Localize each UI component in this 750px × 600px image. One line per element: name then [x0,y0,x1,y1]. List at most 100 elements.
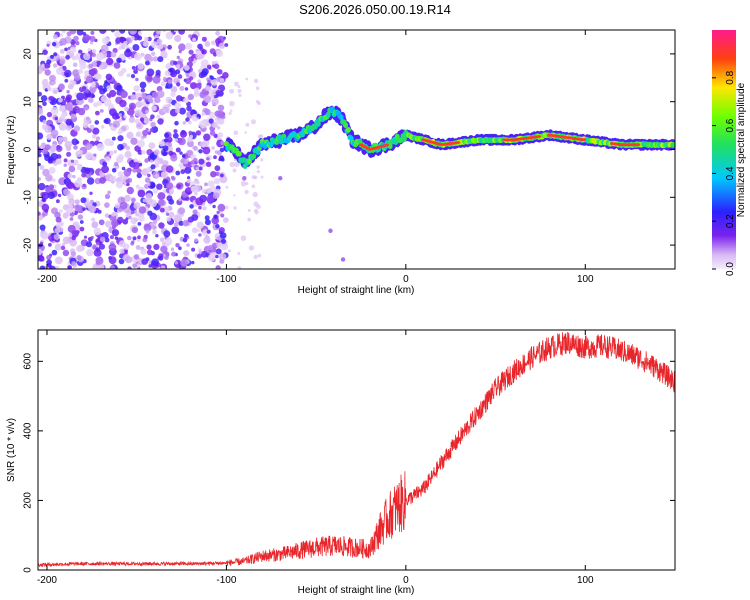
spectrogram-point [71,261,77,266]
spectrogram-point [45,174,53,182]
spectrogram-point [86,241,92,248]
spectrogram-point [85,116,90,121]
spectrogram-point [129,30,137,35]
spectrogram-point [240,181,247,187]
spectrogram-point [74,199,80,205]
spectrogram-point [178,50,182,54]
spectrogram-point [218,227,225,234]
spectrogram-point [195,197,204,206]
spectrogram-point [103,98,112,107]
spectrogram-point [42,101,47,107]
spectrogram-point [146,244,152,250]
spectrogram-point [130,36,135,41]
spectrogram-point [536,135,542,138]
spectrogram-point [54,227,61,234]
spectrogram-point [206,64,212,70]
spectrogram-point [180,158,185,164]
x-tick-label: 100 [577,575,594,586]
spectrogram-point [176,184,182,189]
spectrogram-point [158,44,164,49]
spectrogram-point [106,85,112,91]
spectrogram-point [211,121,219,129]
spectrogram-point [84,201,91,208]
spectrogram-point [184,166,192,174]
spectrogram-point [91,48,97,54]
spectrogram-point [82,183,87,188]
spectrogram-point [216,242,222,248]
spectrogram-point [80,197,87,204]
spectrogram-point [198,248,202,252]
spectrogram-point [218,253,227,261]
spectrogram-point [53,234,60,240]
snr-series-line [38,331,675,568]
spectrogram-point [343,122,349,128]
spectrogram-point [163,230,171,238]
spectrogram-point [143,223,152,232]
spectrogram-point [193,158,198,163]
spectrogram-point [117,143,124,151]
spectrogram-point [64,78,69,83]
spectrogram-point [257,253,262,258]
spectrogram-point [178,220,184,226]
spectrogram-point [39,224,46,231]
spectrogram-point [89,35,96,42]
spectrogram-point [225,205,229,210]
spectrogram-point [119,175,125,180]
spectrogram-point [115,181,124,189]
spectrogram-point [164,70,171,77]
spectrogram-point [217,69,223,75]
spectrogram-point [217,203,226,212]
spectrogram-point [144,177,151,183]
spectrogram-point [278,175,283,181]
spectrogram-point [88,63,94,69]
spectrogram-point [148,56,154,62]
spectrogram-point [203,95,212,103]
spectrogram-point [84,106,89,111]
spectrogram-point [222,72,229,79]
spectrogram-point [54,116,58,121]
spectrogram-point [105,57,114,66]
spectrogram-point [195,180,200,185]
spectrogram-point [198,82,202,86]
spectrogram-point [95,136,100,141]
spectrogram-point [68,198,75,205]
spectrogram-point [204,108,211,116]
spectrogram-point [139,117,145,122]
spectrogram-point [184,87,189,91]
snr-x-label: Height of straight line (km) [298,585,415,596]
spectrogram-point [203,133,211,141]
spectrogram-point [161,241,166,246]
spectrogram-point [151,41,158,49]
spectrogram-point [77,214,84,220]
spectrogram-point [130,74,136,79]
spectrogram-point [96,52,105,61]
spectrogram-point [198,205,202,210]
spectrogram-point [125,179,130,184]
spectrogram-point [195,130,202,136]
spectrogram-point [88,97,94,103]
spectrogram-point [55,256,63,265]
spectrogram-point [38,177,41,181]
spectrogram-point [57,193,62,198]
spectrogram-point [217,118,225,125]
spectrogram-point [39,265,46,269]
spectrogram-point [151,51,156,56]
spectrogram-point [70,159,74,163]
spectrogram-point [91,134,97,139]
spectrogram-point [162,145,169,152]
spectrogram-point [68,232,73,237]
spectrogram-point [57,136,64,142]
spectrogram-point [345,127,351,133]
spectrogram-point [117,154,124,161]
spectrogram-point [254,210,259,215]
spectrogram-point [81,172,87,178]
spectrogram-point [127,266,132,269]
spectrogram-point [144,36,149,42]
spectrogram-point [174,102,182,110]
spectrogram-point [215,224,220,229]
spectrogram-point [75,41,80,46]
spectrogram-point [175,69,181,75]
spectrogram-point [157,192,166,201]
spectrogram-point [133,85,140,92]
spectrogram-point [61,242,66,247]
